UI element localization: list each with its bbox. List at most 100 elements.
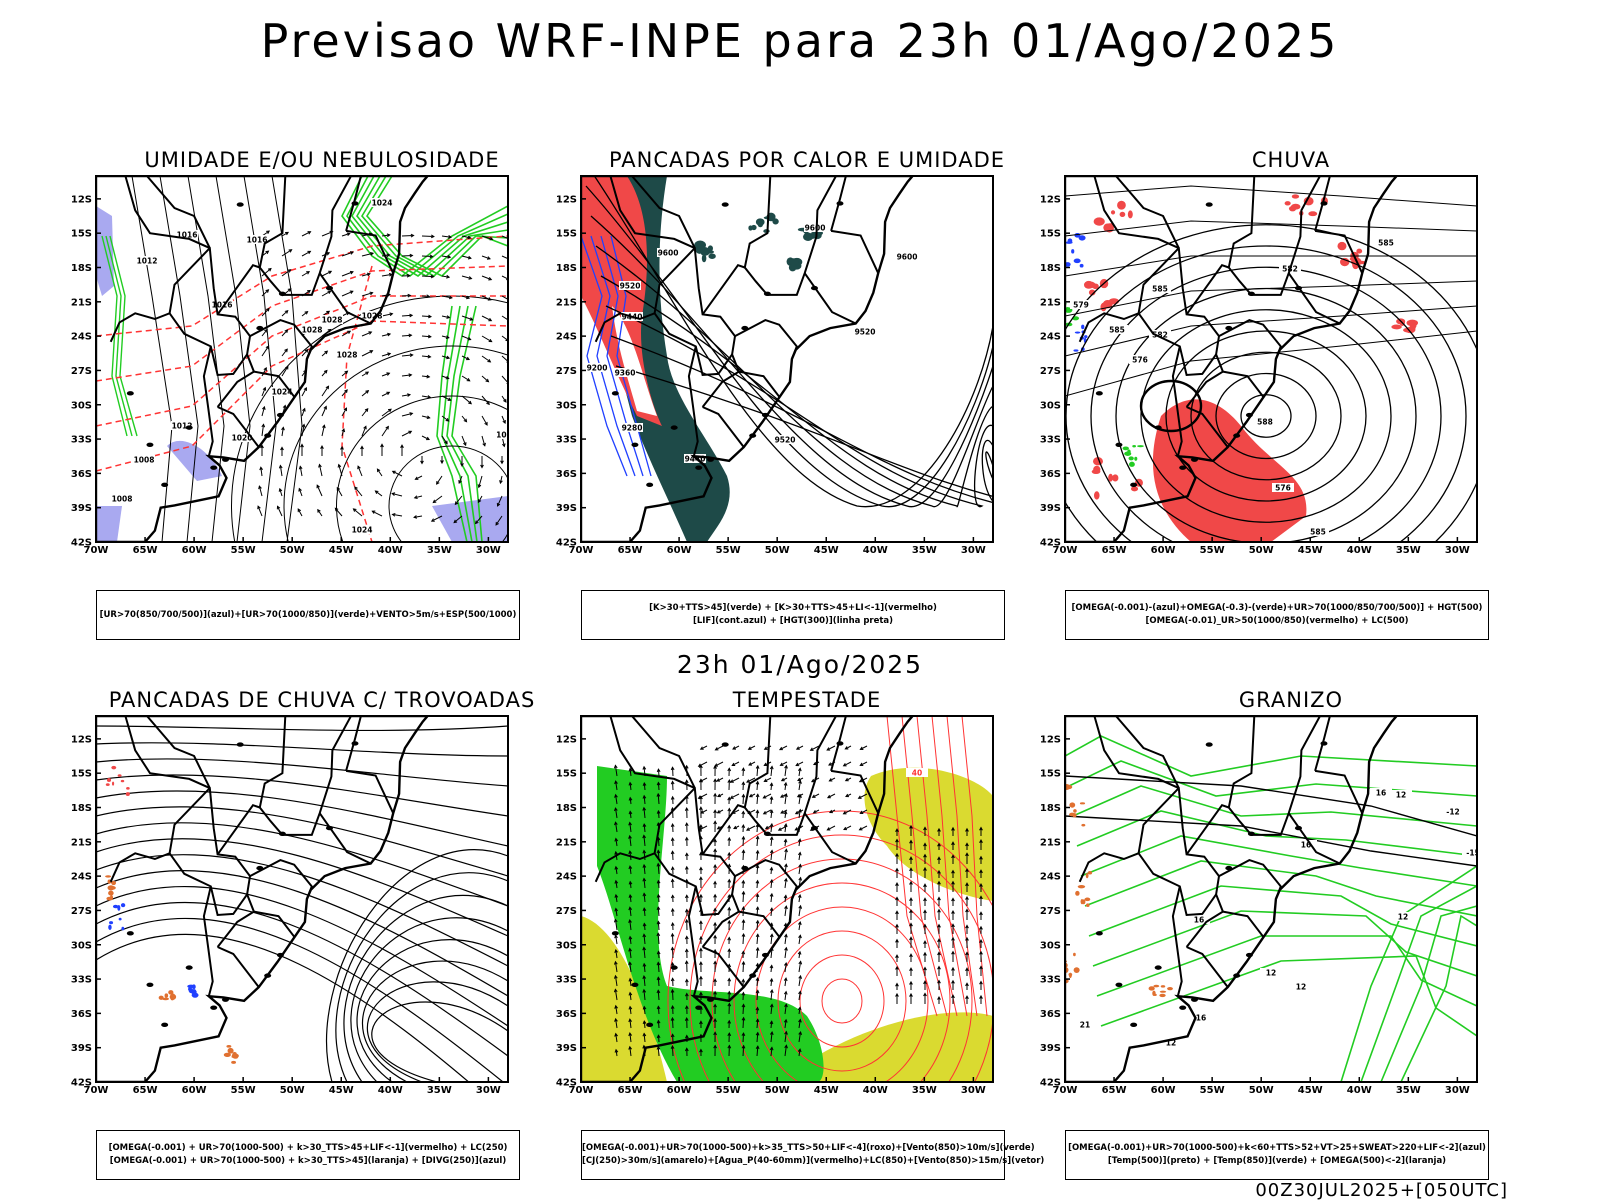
lc-contour-red (822, 979, 862, 1023)
lon-label: 60W (1151, 1085, 1176, 1096)
border-line (1139, 853, 1217, 915)
contour-label: 585 (1310, 528, 1326, 537)
lat-label: 12S (71, 734, 92, 745)
lon-label: 60W (667, 1085, 692, 1096)
heat-cell (708, 253, 715, 258)
border-line (703, 265, 745, 314)
frame (96, 716, 508, 1082)
border-line (805, 273, 856, 323)
omega-cell-blue (1074, 259, 1081, 264)
lake (1191, 457, 1198, 461)
rain-cell (1308, 211, 1317, 216)
omega-cell-orange (1084, 898, 1090, 902)
panel-title: TEMPESTADE (557, 688, 1057, 712)
lake (277, 953, 284, 957)
lat-label: 15S (71, 229, 92, 240)
wind-vector (482, 336, 492, 342)
humidity-contour-green (342, 176, 508, 276)
lon-label: 35W (427, 1085, 452, 1096)
streamline (344, 895, 508, 1082)
border-line (204, 886, 213, 996)
lon-label: 35W (1396, 1085, 1421, 1096)
lat-label: 21S (556, 837, 577, 848)
contour-label: 585 (1152, 285, 1168, 294)
lake (351, 201, 358, 205)
storm-cell-orange (106, 897, 112, 901)
streamline (96, 743, 508, 756)
panel-legend: [K>30+TTS>45](verde) + [K>30+TTS>45+LI<-… (581, 590, 1005, 640)
lat-label: 36S (71, 1009, 92, 1020)
isobar (132, 176, 172, 542)
lake (764, 832, 771, 836)
lat-label: 21S (556, 297, 577, 308)
lon-label: 40W (1347, 1085, 1372, 1096)
storm-cell-red (126, 787, 130, 790)
streamline (327, 850, 508, 1082)
lon-label: 45W (329, 545, 354, 556)
lat-label: 18S (556, 803, 577, 814)
rain-cell (1292, 194, 1299, 198)
lon-label: 40W (863, 1085, 888, 1096)
lon-label: 65W (618, 1085, 643, 1096)
legend-line: [OMEGA(-0.001)+UR>70(1000-500)+k<60+TTS>… (1066, 1142, 1488, 1155)
heat-cell (756, 218, 765, 225)
omega-cell-orange (1080, 802, 1085, 804)
rain-cell (1337, 242, 1346, 250)
legend-line: [K>30+TTS>45](verde) + [K>30+TTS>45+LI<-… (582, 602, 1004, 615)
lake (1320, 741, 1327, 745)
lon-label: 50W (765, 1085, 790, 1096)
legend-line: [OMEGA(-0.001)+UR>70(1000-500)+k>35_TTS>… (582, 1142, 1004, 1155)
border-line (1315, 771, 1362, 813)
lat-label: 18S (556, 263, 577, 274)
heat-cell (748, 225, 752, 230)
border-line (204, 346, 213, 456)
legend-line: [UR>70(850/700/500)](azul)+[UR>70(1000/8… (97, 609, 519, 622)
omega-cell-blue (1075, 332, 1081, 334)
panel-title: CHUVA (1041, 148, 1541, 172)
lon-label: 45W (1298, 545, 1323, 556)
lat-label: 30S (1040, 940, 1061, 951)
wind-vector (433, 496, 442, 503)
lon-label: 30W (1445, 1085, 1470, 1096)
omega-cell-orange (1073, 953, 1076, 956)
valid-time-title: 23h 01/Ago/2025 (0, 650, 1600, 679)
lake (1206, 202, 1213, 206)
omega-cell-orange (1086, 873, 1089, 878)
map-base (96, 176, 428, 542)
lat-label: 12S (556, 194, 577, 205)
contour-label: 40 (912, 769, 922, 778)
lat-label: 24S (556, 872, 577, 883)
border-line (703, 947, 744, 987)
lat-label: 27S (556, 906, 577, 917)
wind-vector-head (510, 238, 513, 241)
omega-cell-orange (1086, 903, 1090, 907)
map-chuva: 58558258557957658558258857658512S15S18S2… (1041, 176, 1541, 576)
rain-cell (1131, 486, 1138, 491)
lat-label: 33S (71, 975, 92, 986)
lat-label: 36S (1040, 1009, 1061, 1020)
storm-cell-red (106, 783, 110, 786)
omega-cell-blue (1065, 241, 1072, 244)
wind-vector (502, 316, 511, 322)
lon-label: 50W (1249, 1085, 1274, 1096)
lat-label: 27S (71, 906, 92, 917)
lon-label: 70W (1053, 545, 1078, 556)
lat-label: 36S (556, 469, 577, 480)
contour-label: 1024 (352, 526, 373, 535)
storm-cell-orange (226, 1045, 231, 1048)
lake (1246, 413, 1253, 417)
rain-cell (1128, 210, 1133, 218)
divergence-blue (109, 921, 113, 924)
lat-label: 36S (556, 1009, 577, 1020)
lake (1320, 201, 1327, 205)
lat-label: 30S (556, 940, 577, 951)
temp850-contour-green (1089, 886, 1477, 946)
lon-label: 45W (814, 1085, 839, 1096)
heat-cell (702, 254, 707, 262)
wind-vector-head (510, 258, 513, 261)
rain-cell (1407, 320, 1418, 327)
lake (1155, 425, 1162, 429)
